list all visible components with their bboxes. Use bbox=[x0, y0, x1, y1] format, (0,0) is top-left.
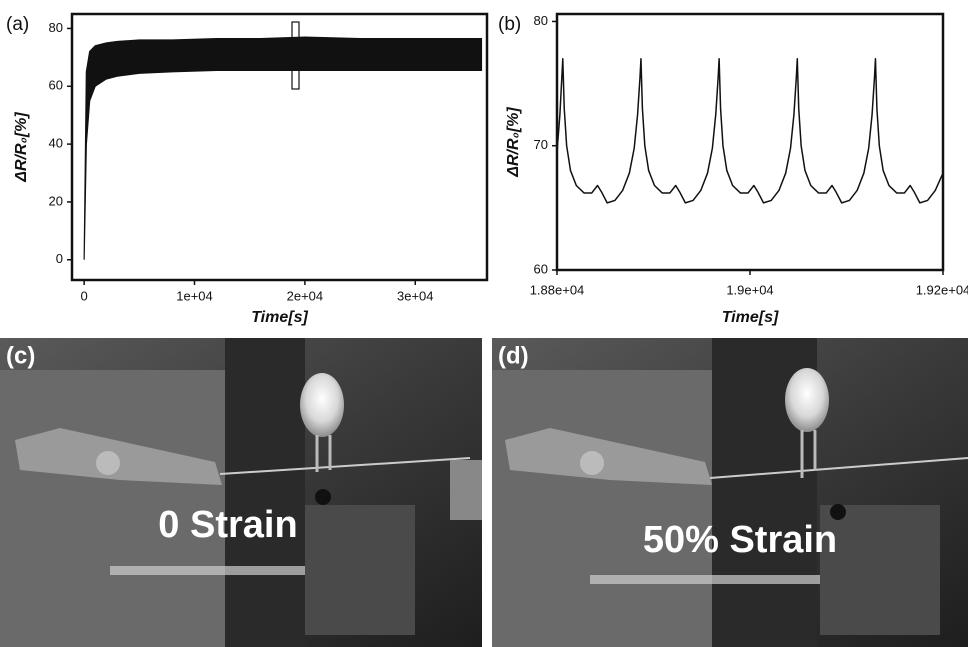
y-tick-label: 0 bbox=[56, 251, 63, 266]
y-tick-label: 40 bbox=[49, 136, 63, 151]
x-tick-label: 1.88e+04 bbox=[530, 282, 585, 297]
chart: (b) Time[s] ΔR/R₀[%] 60 70 80 1.88e+04 1.9e+04 1… bbox=[498, 12, 968, 326]
y-tick-label: 60 bbox=[49, 78, 63, 93]
y-tick-label: 70 bbox=[534, 137, 548, 152]
x-tick-label: 1.92e+04 bbox=[916, 282, 968, 297]
photo: (c) 0 Strain bbox=[0, 338, 482, 647]
panel-label: (b) bbox=[498, 14, 521, 35]
y-axis-label: ΔR/R₀[%] bbox=[13, 112, 30, 183]
data-band bbox=[83, 36, 483, 260]
y-tick-label: 60 bbox=[534, 261, 548, 276]
y-axis-label: ΔR/R₀[%] bbox=[505, 107, 522, 178]
panel-label: (a) bbox=[6, 14, 29, 35]
photo: (d) 50% Strain bbox=[492, 338, 968, 647]
photo-caption: 50% Strain bbox=[643, 519, 837, 561]
x-tick-label: 3e+04 bbox=[397, 288, 434, 303]
x-tick-label: 1.9e+04 bbox=[726, 282, 773, 297]
photo-label: (c) bbox=[6, 342, 35, 369]
x-tick-label: 0 bbox=[81, 288, 88, 303]
y-tick-label: 80 bbox=[534, 13, 548, 28]
photo-caption: 0 Strain bbox=[158, 504, 297, 546]
y-tick-label: 80 bbox=[49, 20, 63, 35]
axis-frame bbox=[555, 12, 945, 272]
x-tick-label: 1e+04 bbox=[176, 288, 213, 303]
data-line bbox=[556, 57, 944, 204]
photo-label: (d) bbox=[498, 342, 529, 369]
y-tick-label: 20 bbox=[49, 193, 63, 208]
x-tick-label: 2e+04 bbox=[287, 288, 324, 303]
axis-frame bbox=[70, 12, 489, 282]
chart: (a) Time[s] ΔR/R₀[%] 0 20 40 60 80 0 1e+04 2e+04 3e… bbox=[6, 12, 489, 326]
x-axis-label: Time[s] bbox=[251, 309, 308, 326]
x-axis-label: Time[s] bbox=[722, 309, 779, 326]
